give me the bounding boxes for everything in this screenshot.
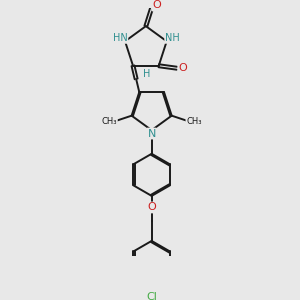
Text: O: O (152, 1, 161, 10)
Text: O: O (178, 63, 187, 73)
Text: CH₃: CH₃ (102, 117, 117, 126)
Text: HN: HN (113, 33, 128, 43)
Text: CH₃: CH₃ (186, 117, 202, 126)
Text: Cl: Cl (146, 292, 157, 300)
Text: N: N (148, 128, 156, 139)
Text: O: O (147, 202, 156, 212)
Text: NH: NH (165, 33, 180, 43)
Text: H: H (143, 69, 151, 79)
